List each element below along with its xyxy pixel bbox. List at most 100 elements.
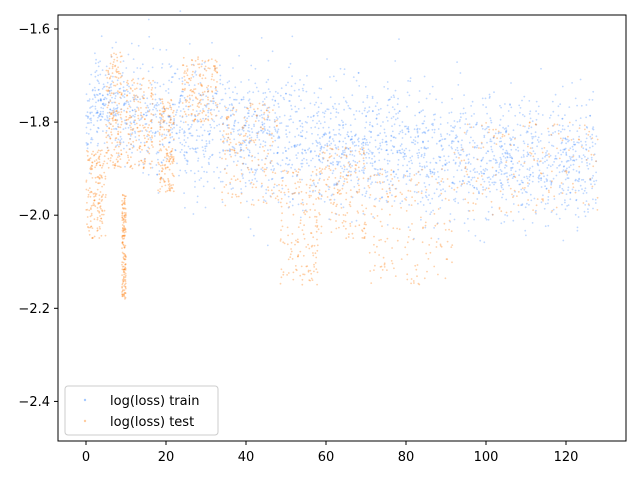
test-point bbox=[492, 128, 495, 131]
train-point bbox=[259, 143, 262, 146]
train-point bbox=[339, 177, 342, 180]
test-point bbox=[552, 124, 555, 127]
test-point bbox=[124, 254, 127, 257]
test-point bbox=[91, 161, 94, 164]
train-point bbox=[434, 161, 437, 164]
test-point bbox=[109, 100, 112, 102]
train-point bbox=[478, 173, 481, 175]
test-point bbox=[133, 96, 136, 98]
train-point bbox=[269, 160, 272, 163]
train-point bbox=[481, 97, 484, 100]
test-point bbox=[99, 227, 101, 230]
train-point bbox=[185, 105, 188, 108]
train-point bbox=[370, 136, 372, 139]
train-point bbox=[98, 82, 100, 85]
train-point bbox=[169, 153, 172, 156]
test-point bbox=[335, 220, 337, 222]
test-point bbox=[138, 146, 141, 149]
train-point bbox=[232, 67, 234, 69]
train-point bbox=[124, 122, 127, 124]
test-point bbox=[171, 160, 174, 163]
train-point bbox=[315, 154, 318, 157]
train-point bbox=[421, 165, 424, 168]
test-point bbox=[342, 176, 344, 178]
test-point bbox=[312, 252, 314, 254]
test-point bbox=[194, 88, 197, 90]
train-point bbox=[295, 154, 298, 157]
train-point bbox=[214, 115, 217, 117]
train-point bbox=[244, 163, 247, 166]
train-point bbox=[94, 105, 97, 108]
train-point bbox=[242, 139, 245, 142]
train-point bbox=[363, 187, 366, 190]
train-point bbox=[290, 166, 292, 169]
train-point bbox=[397, 163, 399, 166]
train-point bbox=[287, 163, 289, 166]
train-point bbox=[329, 162, 332, 165]
test-point bbox=[147, 133, 149, 136]
train-point bbox=[151, 119, 153, 121]
test-point bbox=[246, 107, 249, 110]
test-point bbox=[123, 199, 126, 202]
test-point bbox=[374, 205, 377, 208]
test-point bbox=[160, 176, 163, 179]
train-point bbox=[271, 144, 273, 147]
train-point bbox=[176, 109, 179, 112]
test-point bbox=[131, 129, 134, 132]
train-point bbox=[159, 143, 162, 146]
train-point bbox=[471, 100, 474, 103]
test-point bbox=[510, 144, 512, 147]
test-point bbox=[329, 147, 332, 150]
train-point bbox=[288, 118, 291, 121]
train-point bbox=[458, 153, 461, 156]
train-point bbox=[456, 146, 459, 149]
test-point bbox=[209, 112, 212, 114]
test-point bbox=[152, 146, 154, 148]
test-point bbox=[307, 243, 309, 246]
train-point bbox=[179, 141, 182, 144]
train-point bbox=[159, 85, 162, 88]
train-point bbox=[219, 78, 222, 81]
test-point bbox=[92, 202, 95, 205]
train-point bbox=[181, 90, 183, 93]
test-point bbox=[109, 62, 112, 65]
train-point bbox=[528, 203, 530, 206]
train-point bbox=[209, 130, 212, 132]
test-point bbox=[443, 222, 446, 225]
train-point bbox=[579, 117, 582, 119]
train-point bbox=[337, 146, 340, 148]
train-point bbox=[329, 76, 331, 78]
train-point bbox=[362, 212, 365, 215]
train-point bbox=[281, 187, 284, 190]
test-point bbox=[277, 199, 280, 201]
test-point bbox=[295, 170, 298, 173]
test-point bbox=[182, 88, 185, 91]
train-point bbox=[408, 204, 410, 206]
test-point bbox=[282, 271, 285, 273]
train-point bbox=[205, 104, 208, 106]
train-point bbox=[403, 174, 405, 176]
test-point bbox=[286, 172, 289, 175]
train-point bbox=[89, 107, 91, 109]
train-point bbox=[563, 148, 566, 151]
test-point bbox=[128, 159, 130, 162]
legend-box bbox=[64, 385, 219, 436]
test-point bbox=[414, 264, 417, 267]
train-point bbox=[178, 101, 181, 104]
train-point bbox=[560, 142, 563, 145]
train-point bbox=[385, 199, 388, 202]
plot-area bbox=[85, 10, 599, 300]
train-point bbox=[109, 108, 112, 111]
test-point bbox=[169, 155, 172, 158]
train-point bbox=[244, 124, 247, 127]
train-point bbox=[267, 179, 270, 182]
train-point bbox=[572, 168, 575, 171]
test-point bbox=[167, 178, 170, 180]
train-point bbox=[301, 129, 304, 132]
train-point bbox=[187, 128, 190, 131]
train-point bbox=[342, 124, 345, 126]
test-point bbox=[93, 199, 96, 202]
train-point bbox=[389, 189, 391, 192]
train-point bbox=[413, 128, 416, 131]
train-point bbox=[172, 139, 175, 142]
